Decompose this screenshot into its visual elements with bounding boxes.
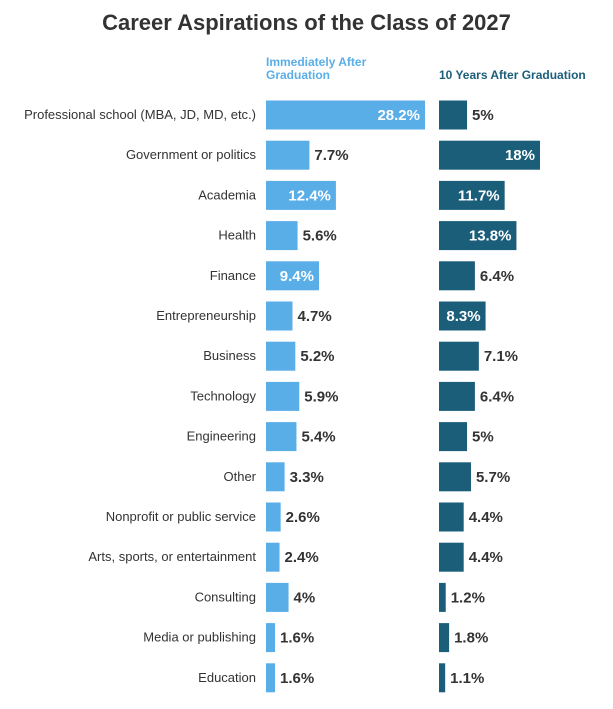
row-11-immediate-bar — [266, 502, 281, 532]
row-5-category-label: Finance — [210, 268, 256, 283]
row-7-immediate-value-label: 5.2% — [300, 348, 334, 365]
row-12-ten-year-value-label: 4.4% — [469, 549, 503, 566]
row-1-ten-year-bar — [439, 100, 468, 130]
row-11-ten-year-value-label: 4.4% — [469, 509, 503, 526]
row-10-immediate-bar — [266, 462, 285, 492]
row-3-ten-year-value-label: 11.7% — [458, 187, 500, 204]
row-6-immediate-bar — [266, 301, 293, 331]
row-10-ten-year-value-label: 5.7% — [476, 469, 510, 486]
row-4-ten-year-value-label: 13.8% — [469, 228, 512, 245]
row-2-category-label: Government or politics — [126, 147, 257, 162]
row-13-ten-year-bar — [439, 582, 446, 612]
row-12-category-label: Arts, sports, or entertainment — [88, 549, 256, 564]
row-15-immediate-value-label: 1.6% — [280, 670, 314, 687]
row-14-category-label: Media or publishing — [143, 630, 256, 645]
row-7-immediate-bar — [266, 341, 296, 371]
row-13-immediate-bar — [266, 582, 289, 612]
series-2-header: 10 Years After Graduation — [439, 68, 586, 82]
row-14-immediate-bar — [266, 623, 276, 653]
row-12-immediate-value-label: 2.4% — [285, 549, 319, 566]
row-4-ten-year-bar — [439, 221, 517, 251]
row-8-ten-year-value-label: 6.4% — [480, 388, 514, 405]
row-3-ten-year-bar — [439, 180, 505, 210]
row-2-immediate-value-label: 7.7% — [314, 147, 348, 164]
row-8-immediate-bar — [266, 381, 300, 411]
row-6-category-label: Entrepreneurship — [156, 308, 256, 323]
row-15-ten-year-value-label: 1.1% — [450, 670, 484, 687]
row-8-immediate-value-label: 5.9% — [304, 388, 338, 405]
row-5-ten-year-bar — [439, 261, 475, 291]
row-1-category-label: Professional school (MBA, JD, MD, etc.) — [24, 107, 256, 122]
row-11-ten-year-bar — [439, 502, 464, 532]
chart-title: Career Aspirations of the Class of 2027 — [102, 10, 511, 35]
row-5-immediate-bar — [266, 261, 319, 291]
row-3-category-label: Academia — [198, 187, 257, 202]
row-3-immediate-value-label: 12.4% — [288, 187, 331, 204]
row-4-immediate-bar — [266, 221, 298, 251]
row-12-immediate-bar — [266, 542, 280, 572]
row-5-immediate-value-label: 9.4% — [280, 268, 314, 285]
row-14-ten-year-value-label: 1.8% — [454, 630, 488, 647]
row-8-category-label: Technology — [190, 388, 256, 403]
row-14-immediate-value-label: 1.6% — [280, 630, 314, 647]
row-3-immediate-bar — [266, 180, 336, 210]
row-6-immediate-value-label: 4.7% — [298, 308, 332, 325]
row-2-ten-year-bar — [439, 140, 540, 170]
row-13-ten-year-value-label: 1.2% — [451, 589, 485, 606]
row-1-immediate-value-label: 28.2% — [377, 107, 420, 124]
row-8-ten-year-bar — [439, 381, 475, 411]
row-9-category-label: Engineering — [187, 429, 256, 444]
row-15-ten-year-bar — [439, 663, 446, 693]
row-15-immediate-bar — [266, 663, 276, 693]
row-15-category-label: Education — [198, 670, 256, 685]
row-9-immediate-bar — [266, 422, 297, 452]
row-11-immediate-value-label: 2.6% — [286, 509, 320, 526]
row-6-ten-year-bar — [439, 301, 486, 331]
row-9-ten-year-bar — [439, 422, 468, 452]
row-10-ten-year-bar — [439, 462, 471, 492]
row-6-ten-year-value-label: 8.3% — [446, 308, 480, 325]
row-12-ten-year-bar — [439, 542, 464, 572]
row-2-immediate-bar — [266, 140, 310, 170]
row-11-category-label: Nonprofit or public service — [106, 509, 256, 524]
row-10-category-label: Other — [223, 469, 256, 484]
row-4-category-label: Health — [218, 228, 256, 243]
row-13-category-label: Consulting — [195, 589, 256, 604]
row-5-ten-year-value-label: 6.4% — [480, 268, 514, 285]
series-1-header: Immediately After Graduation — [266, 55, 367, 82]
row-7-category-label: Business — [203, 348, 256, 363]
row-1-ten-year-value-label: 5% — [472, 107, 494, 124]
row-14-ten-year-bar — [439, 623, 450, 653]
row-9-immediate-value-label: 5.4% — [301, 429, 335, 446]
row-1-immediate-bar — [266, 100, 425, 130]
row-4-immediate-value-label: 5.6% — [303, 228, 337, 245]
row-7-ten-year-bar — [439, 341, 479, 371]
row-10-immediate-value-label: 3.3% — [290, 469, 324, 486]
row-7-ten-year-value-label: 7.1% — [484, 348, 518, 365]
row-2-ten-year-value-label: 18% — [505, 147, 535, 164]
row-9-ten-year-value-label: 5% — [472, 429, 494, 446]
row-13-immediate-value-label: 4% — [294, 589, 316, 606]
